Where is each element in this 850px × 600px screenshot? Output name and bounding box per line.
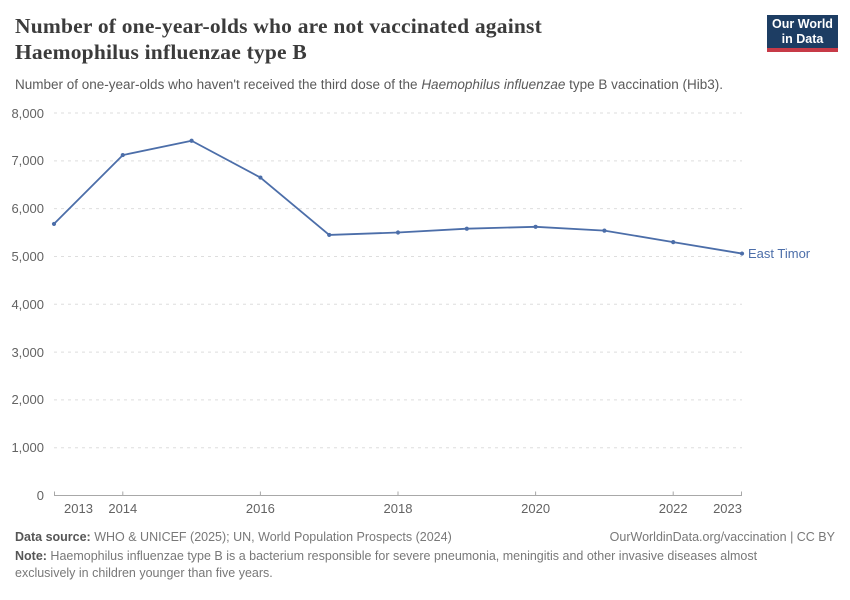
data-point[interactable] <box>120 152 125 158</box>
data-line <box>53 139 743 255</box>
owid-logo-text: Our World in Data <box>767 15 838 48</box>
x-axis-tick-label: 2023 <box>713 500 742 516</box>
data-point[interactable] <box>464 226 469 231</box>
data-point[interactable] <box>51 221 57 227</box>
x-axis-tick-label: 2018 <box>383 500 413 516</box>
data-source: Data source: WHO & UNICEF (2025); UN, Wo… <box>15 529 452 547</box>
line-chart: 0 1,000 2,000 3,000 4,000 5,000 6,000 7,000 8,00… <box>0 100 850 525</box>
x-axis-tick-label: 2013 <box>64 500 93 516</box>
y-axis-tick-label: 5,000 <box>11 248 44 264</box>
y-axis-tick-label: 3,000 <box>11 344 44 360</box>
data-source-label: Data source: <box>15 530 91 544</box>
data-point[interactable] <box>739 251 745 256</box>
note-line-1: Note: Haemophilus influenzae type B is a… <box>15 548 835 566</box>
plot-svg <box>51 112 745 496</box>
data-point[interactable] <box>602 228 607 233</box>
y-axis-tick-label: 0 <box>36 488 44 503</box>
data-point[interactable] <box>395 230 401 235</box>
title-line-1: Number of one-year-olds who are not vacc… <box>15 14 542 38</box>
owid-logo-red-bar <box>767 48 838 52</box>
chart-header: Number of one-year-olds who are not vacc… <box>15 13 750 65</box>
footer-source-row: Data source: WHO & UNICEF (2025); UN, Wo… <box>15 529 835 547</box>
subtitle-text-pre: Number of one-year-olds who haven't rece… <box>15 77 422 92</box>
note-text-1: Haemophilus influenzae type B is a bacte… <box>46 548 758 563</box>
data-point[interactable] <box>327 232 332 238</box>
chart-subtitle: Number of one-year-olds who haven't rece… <box>15 76 723 93</box>
note-label: Note: <box>15 548 47 563</box>
note-text-2: exclusively in children younger than fiv… <box>15 566 273 580</box>
x-axis-tick-label: 2020 <box>521 500 551 516</box>
x-axis-tick-label: 2022 <box>658 500 688 516</box>
series-label-east-timor[interactable]: East Timor <box>748 246 811 262</box>
footer-note: Note: Haemophilus influenzae type B is a… <box>15 548 835 583</box>
y-axis-tick-label: 2,000 <box>11 392 44 408</box>
subtitle-text-italic: Haemophilus influenzae <box>421 77 566 92</box>
credit-link[interactable]: OurWorldinData.org/vaccination | CC BY <box>609 530 835 544</box>
owid-logo[interactable]: Our World in Data <box>767 15 838 52</box>
data-point[interactable] <box>189 138 194 143</box>
data-source-text: WHO & UNICEF (2025); UN, World Populatio… <box>90 530 452 544</box>
page-title: Number of one-year-olds who are not vacc… <box>15 13 750 65</box>
subtitle-text-post: type B vaccination (Hib3). <box>565 77 723 92</box>
owid-logo-line1: Our World <box>772 17 833 31</box>
data-point[interactable] <box>671 239 676 245</box>
owid-logo-line2: in Data <box>781 32 824 46</box>
data-point[interactable] <box>258 175 263 180</box>
y-axis-tick-label: 1,000 <box>11 440 44 456</box>
y-axis-tick-label: 6,000 <box>11 201 44 217</box>
y-axis-tick-label: 4,000 <box>11 296 44 312</box>
x-axis-tick-label: 2014 <box>108 500 138 516</box>
y-axis-tick-label: 8,000 <box>11 105 44 121</box>
data-point[interactable] <box>533 224 538 229</box>
y-axis-tick-label: 7,000 <box>11 153 44 169</box>
title-line-2: Haemophilus influenzae type B <box>15 40 307 64</box>
chart-footer: Data source: WHO & UNICEF (2025); UN, Wo… <box>15 529 835 583</box>
x-axis-tick-label: 2016 <box>245 500 275 516</box>
